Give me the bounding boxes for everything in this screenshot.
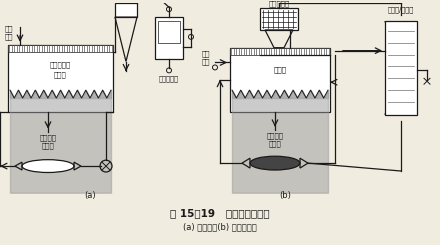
Ellipse shape — [250, 156, 300, 170]
Text: 袋式过滤器: 袋式过滤器 — [268, 0, 290, 7]
Ellipse shape — [22, 160, 74, 172]
Bar — [230, 48, 330, 112]
Text: (a): (a) — [84, 191, 96, 200]
Text: (a) 开启式；(b) 封闭循环式: (a) 开启式；(b) 封闭循环式 — [183, 223, 257, 232]
Bar — [8, 45, 113, 112]
Text: (b): (b) — [279, 191, 291, 200]
Text: 旋风分离器: 旋风分离器 — [50, 61, 71, 68]
Text: 产品出口
加热器: 产品出口 加热器 — [267, 132, 283, 147]
Bar — [8, 45, 113, 52]
Bar — [260, 8, 298, 30]
Text: 产品
进入: 产品 进入 — [5, 26, 14, 40]
Bar — [230, 48, 330, 55]
Text: 图 15－19   流化床干燥装置: 图 15－19 流化床干燥装置 — [170, 208, 270, 219]
Text: 虑式换热器: 虑式换热器 — [159, 75, 179, 82]
Bar — [155, 17, 183, 59]
Bar — [115, 3, 137, 17]
Bar — [385, 21, 417, 115]
Text: 洗涤器/冷凝器: 洗涤器/冷凝器 — [388, 6, 414, 12]
Text: 产品出口
加热器: 产品出口 加热器 — [40, 134, 56, 148]
Text: 流化床: 流化床 — [54, 71, 67, 78]
Text: 产品
入口: 产品 入口 — [202, 50, 210, 65]
Text: 流化床: 流化床 — [273, 66, 286, 73]
Bar — [158, 21, 180, 43]
